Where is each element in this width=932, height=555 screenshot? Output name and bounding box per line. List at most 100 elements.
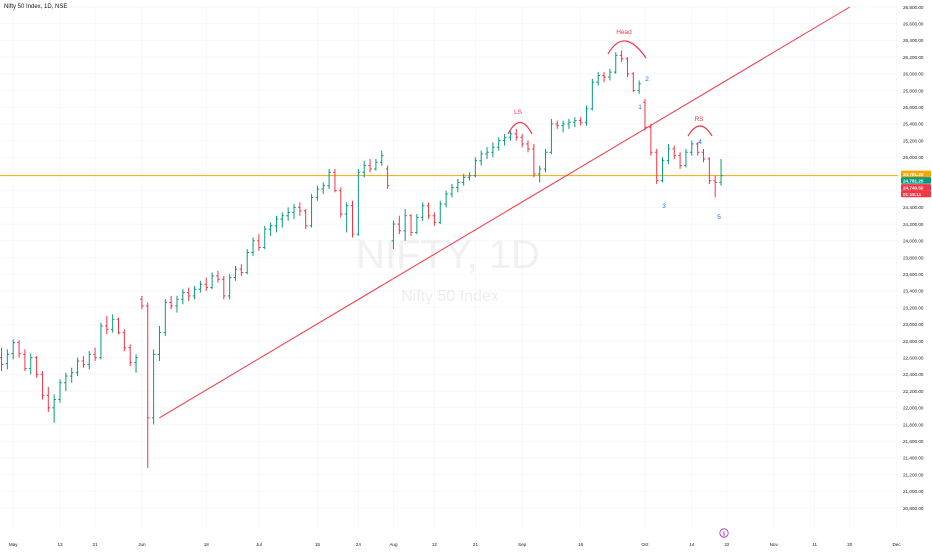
ohlc-bar[interactable]: [467, 172, 472, 181]
ohlc-bar[interactable]: [40, 371, 45, 400]
ohlc-bar[interactable]: [432, 212, 437, 226]
ohlc-bar[interactable]: [175, 295, 179, 313]
ohlc-bar[interactable]: [356, 168, 361, 236]
ohlc-bar[interactable]: [631, 72, 636, 93]
ohlc-bar[interactable]: [584, 105, 589, 126]
ohlc-bar[interactable]: [87, 351, 92, 370]
ohlc-bar[interactable]: [186, 287, 191, 301]
ohlc-bar[interactable]: [526, 140, 530, 153]
ohlc-bar[interactable]: [315, 185, 320, 201]
ohlc-bar[interactable]: [245, 249, 249, 275]
ohlc-bar[interactable]: [555, 120, 560, 129]
ohlc-bar[interactable]: [578, 117, 583, 126]
ohlc-bar[interactable]: [292, 204, 296, 220]
ohlc-bar[interactable]: [233, 265, 238, 281]
ohlc-bar[interactable]: [134, 354, 138, 373]
ohlc-bar[interactable]: [333, 168, 337, 193]
ohlc-bar[interactable]: [573, 117, 577, 128]
ohlc-bar[interactable]: [444, 190, 448, 208]
ohlc-bar[interactable]: [128, 344, 132, 367]
ohlc-bar[interactable]: [181, 289, 185, 305]
ohlc-bar[interactable]: [5, 349, 10, 370]
ohlc-bar[interactable]: [625, 57, 630, 78]
ohlc-bar[interactable]: [222, 275, 226, 300]
ohlc-bar[interactable]: [227, 274, 232, 300]
ohlc-bar[interactable]: [543, 148, 548, 173]
ohlc-bar[interactable]: [116, 317, 121, 335]
ohlc-bar[interactable]: [549, 118, 554, 154]
ohlc-bar[interactable]: [257, 234, 261, 251]
ohlc-bar[interactable]: [262, 225, 267, 250]
ohlc-bar[interactable]: [34, 356, 39, 378]
ohlc-bar[interactable]: [654, 148, 659, 185]
ohlc-bar[interactable]: [350, 200, 355, 238]
ohlc-bar[interactable]: [11, 339, 15, 360]
ohlc-bar[interactable]: [567, 118, 571, 129]
ohlc-bar[interactable]: [520, 133, 524, 148]
ohlc-bar[interactable]: [210, 272, 214, 290]
ohlc-bar[interactable]: [298, 202, 302, 216]
ohlc-bar[interactable]: [502, 133, 507, 146]
ohlc-bar[interactable]: [461, 174, 466, 186]
ohlc-bar[interactable]: [17, 340, 21, 358]
ohlc-bar[interactable]: [23, 349, 27, 372]
ohlc-bar[interactable]: [485, 147, 489, 159]
ohlc-bar[interactable]: [204, 277, 209, 291]
ohlc-bar[interactable]: [268, 222, 273, 236]
ohlc-bar[interactable]: [420, 202, 425, 221]
ohlc-bar[interactable]: [251, 237, 255, 256]
ohlc-bar[interactable]: [438, 200, 443, 225]
ohlc-bar[interactable]: [397, 215, 402, 235]
ohlc-bar[interactable]: [327, 168, 331, 190]
ohlc-bar[interactable]: [613, 52, 618, 74]
ohlc-bar[interactable]: [532, 143, 536, 178]
ohlc-bar[interactable]: [403, 209, 407, 241]
ohlc-bar[interactable]: [309, 194, 314, 228]
ohlc-bar[interactable]: [590, 78, 595, 111]
ohlc-bar[interactable]: [491, 142, 495, 158]
ohlc-bar[interactable]: [81, 356, 86, 368]
ohlc-bar[interactable]: [110, 314, 115, 333]
ohlc-bar[interactable]: [286, 207, 290, 221]
ohlc-bar[interactable]: [163, 299, 168, 336]
ohlc-bar[interactable]: [151, 349, 156, 425]
ohlc-bar[interactable]: [99, 322, 103, 360]
ohlc-bar[interactable]: [409, 214, 413, 236]
ohlc-bar[interactable]: [122, 329, 127, 352]
ohlc-bar[interactable]: [280, 212, 285, 228]
ohlc-bar[interactable]: [701, 148, 706, 163]
ohlc-bar[interactable]: [450, 184, 454, 198]
ohlc-bar[interactable]: [561, 120, 565, 133]
ohlc-bar[interactable]: [303, 209, 308, 230]
rising-trendline[interactable]: [159, 6, 851, 419]
ohlc-bar[interactable]: [192, 285, 197, 300]
ohlc-bar[interactable]: [391, 220, 396, 250]
ohlc-bar[interactable]: [198, 280, 203, 293]
ohlc-bar[interactable]: [368, 158, 372, 173]
ohlc-bar[interactable]: [496, 137, 501, 151]
ohlc-bar[interactable]: [508, 130, 513, 141]
ohlc-bar[interactable]: [672, 145, 677, 159]
ohlc-bar[interactable]: [52, 394, 56, 423]
ohlc-bar[interactable]: [385, 165, 390, 190]
ohlc-bar[interactable]: [473, 157, 478, 178]
ohlc-bar[interactable]: [93, 347, 97, 362]
ohlc-bar[interactable]: [637, 80, 641, 94]
ohlc-bar[interactable]: [660, 157, 665, 183]
ohlc-bar[interactable]: [719, 158, 723, 186]
ohlc-bar[interactable]: [514, 128, 519, 141]
ohlc-bar[interactable]: [713, 175, 717, 198]
ohlc-bar[interactable]: [426, 202, 431, 220]
ohlc-bar[interactable]: [619, 50, 624, 63]
ohlc-bar[interactable]: [707, 157, 712, 185]
ohlc-bar[interactable]: [344, 202, 349, 233]
ohlc-bar[interactable]: [274, 215, 279, 233]
ohlc-bar[interactable]: [666, 143, 671, 164]
ohlc-bar[interactable]: [362, 160, 366, 178]
ohlc-bar[interactable]: [608, 68, 612, 81]
ohlc-bar[interactable]: [0, 347, 4, 372]
ohlc-bar[interactable]: [690, 140, 694, 156]
ohlc-bar[interactable]: [46, 386, 51, 412]
ohlc-bar[interactable]: [678, 152, 682, 169]
